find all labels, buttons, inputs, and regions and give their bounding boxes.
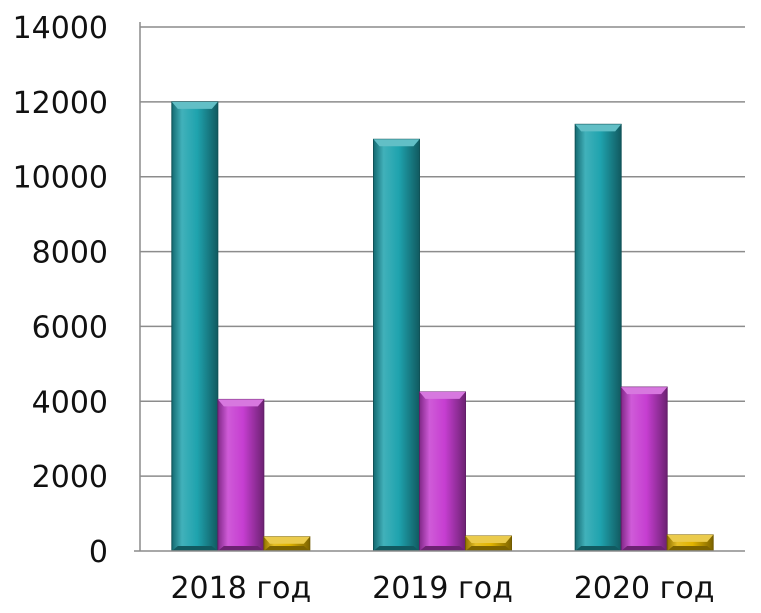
y-tick-label: 0 [89,535,108,570]
y-axis-tick-labels: 0 2000 4000 6000 8000 10000 12000 14000 [13,11,108,570]
y-tick-label: 4000 [32,385,108,420]
y-tick-label: 12000 [13,86,108,121]
y-tick-label: 14000 [13,11,108,46]
bar [171,101,219,552]
bar [574,123,622,552]
axes [134,22,745,552]
y-tick-label: 10000 [13,161,108,196]
bar [373,138,420,552]
x-tick-label: 2020 год [574,571,715,606]
bar [465,535,512,552]
bar [620,386,668,552]
bars [171,101,714,552]
bar [263,536,311,552]
bar [666,534,714,552]
y-tick-label: 2000 [32,460,108,495]
bar [217,398,265,552]
y-tick-label: 8000 [32,236,108,271]
x-tick-label: 2019 год [372,571,513,606]
y-tick-label: 6000 [32,310,108,345]
x-tick-label: 2018 год [170,571,311,606]
x-axis-tick-labels: 2018 год 2019 год 2020 год [170,571,714,606]
bar [419,391,466,552]
